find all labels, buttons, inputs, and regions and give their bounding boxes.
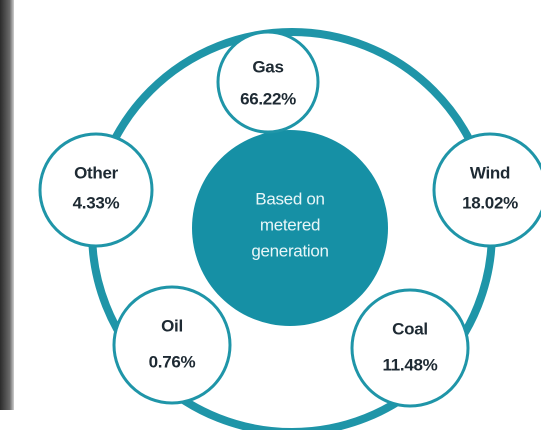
node-circle bbox=[350, 288, 470, 408]
node-circle bbox=[112, 285, 232, 405]
node-value: 18.02% bbox=[462, 193, 518, 212]
node-label: Coal bbox=[392, 319, 428, 338]
node-value: 66.22% bbox=[240, 89, 296, 108]
node-circle bbox=[38, 132, 154, 248]
node-label: Gas bbox=[252, 57, 283, 76]
node-label: Wind bbox=[470, 163, 510, 182]
node-label: Oil bbox=[161, 316, 183, 335]
node-circle bbox=[432, 132, 541, 248]
left-edge bbox=[0, 0, 14, 410]
center-line: generation bbox=[251, 241, 328, 260]
center-line: metered bbox=[260, 215, 320, 234]
node-value: 11.48% bbox=[383, 355, 438, 374]
node-value: 4.33% bbox=[73, 193, 120, 212]
node-value: 0.76% bbox=[149, 352, 196, 371]
node-label: Other bbox=[74, 163, 119, 182]
center-line: Based on bbox=[255, 189, 324, 208]
node-circle bbox=[216, 30, 320, 134]
nodes: Gas 66.22% Wind 18.02% Coal 11.48% Oil 0.76% Oth… bbox=[38, 30, 541, 408]
center-circle bbox=[192, 130, 388, 326]
